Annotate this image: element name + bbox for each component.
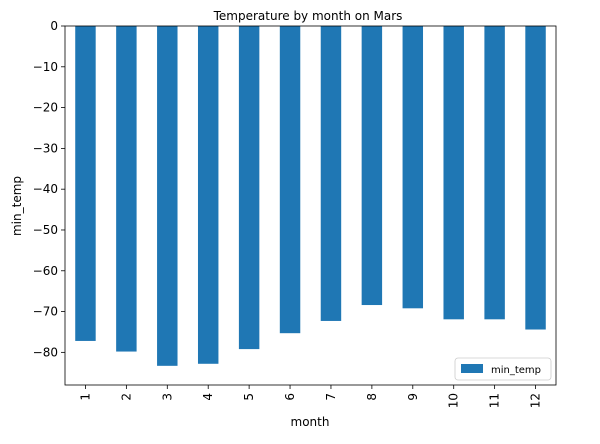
bar-month-1 bbox=[75, 26, 96, 341]
x-tick-label: 10 bbox=[447, 393, 461, 408]
legend: min_temp bbox=[454, 357, 552, 381]
bars-layer bbox=[75, 26, 546, 366]
bar-month-8 bbox=[361, 26, 383, 306]
y-tick-label: −10 bbox=[33, 60, 58, 74]
bar-month-7 bbox=[320, 26, 342, 321]
legend-box bbox=[454, 357, 552, 381]
y-tick-label: −40 bbox=[33, 182, 58, 196]
y-tick-label: −70 bbox=[33, 305, 58, 319]
x-tick-label: 3 bbox=[160, 393, 174, 401]
x-axis-label: month bbox=[291, 415, 330, 429]
y-axis-label: min_temp bbox=[10, 176, 24, 236]
x-axis: 1 2 3 4 5 6 7 8 9 10 11 12 bbox=[78, 385, 543, 408]
bar-month-6 bbox=[279, 26, 301, 334]
bar-month-4 bbox=[197, 26, 219, 364]
bar-month-3 bbox=[157, 26, 178, 366]
x-tick-label: 8 bbox=[365, 393, 379, 401]
plot-frame bbox=[64, 25, 557, 386]
y-axis: 0 −10 −20 −30 −40 −50 −60 −70 −80 bbox=[33, 19, 65, 359]
bar-month-5 bbox=[238, 26, 260, 350]
bar-month-10 bbox=[443, 26, 464, 320]
x-tick-label: 2 bbox=[119, 393, 133, 401]
x-tick-label: 11 bbox=[488, 393, 502, 408]
bar-month-11 bbox=[484, 26, 505, 320]
bar-month-12 bbox=[525, 26, 546, 330]
y-tick-label: −30 bbox=[33, 141, 58, 155]
x-tick-label: 12 bbox=[529, 393, 543, 408]
y-tick-label: −60 bbox=[33, 264, 58, 278]
y-tick-label: −20 bbox=[33, 101, 58, 115]
legend-label: min_temp bbox=[491, 365, 541, 376]
x-tick-label: 6 bbox=[283, 393, 297, 401]
x-tick-label: 5 bbox=[242, 393, 256, 401]
x-tick-label: 4 bbox=[201, 393, 215, 401]
bar-month-9 bbox=[402, 26, 424, 309]
x-tick-label: 1 bbox=[78, 393, 92, 401]
y-tick-label: −80 bbox=[33, 345, 58, 359]
bar-month-2 bbox=[116, 26, 137, 352]
legend-swatch bbox=[461, 364, 483, 373]
x-tick-label: 7 bbox=[324, 393, 338, 401]
x-tick-label: 9 bbox=[406, 393, 420, 401]
chart-title: Temperature by month on Mars bbox=[213, 9, 403, 23]
y-tick-label: −50 bbox=[33, 223, 58, 237]
y-tick-label: 0 bbox=[50, 19, 58, 33]
